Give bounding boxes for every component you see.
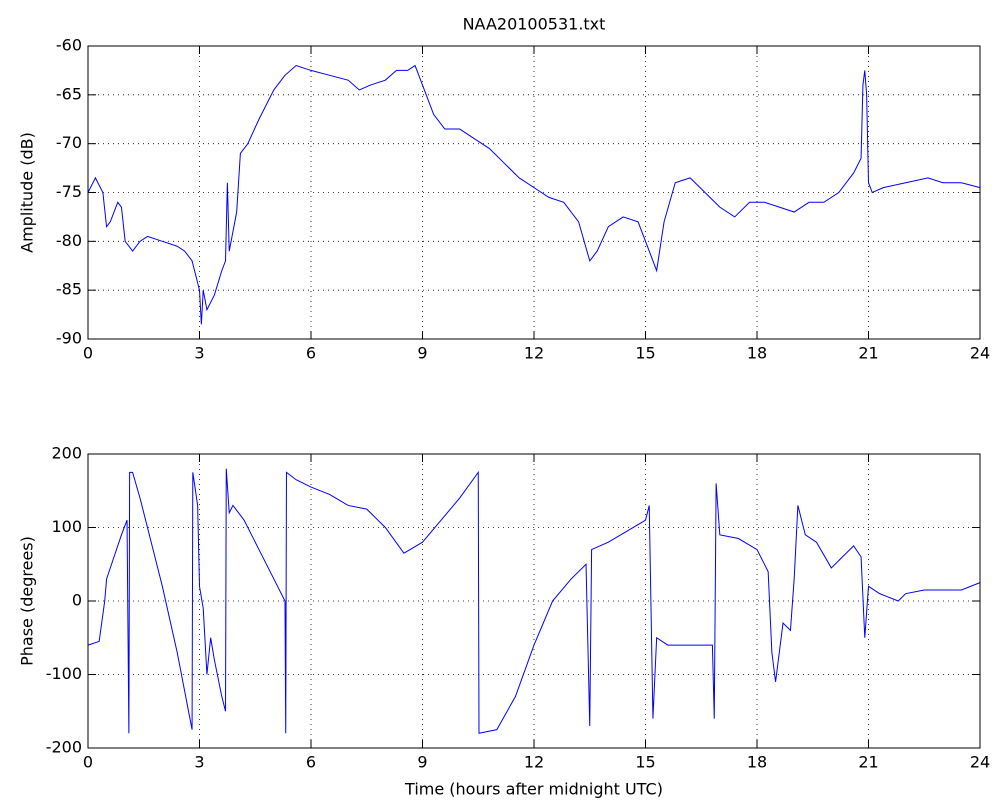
x-tick-label: 0 <box>83 753 93 772</box>
y-tick-label: -75 <box>56 182 82 201</box>
x-tick-label: 12 <box>524 753 544 772</box>
data-line <box>87 64 981 325</box>
y-tick-label: -90 <box>56 329 82 348</box>
y-tick-label: -100 <box>46 664 82 683</box>
y-tick-label: -85 <box>56 280 82 299</box>
x-tick-label: 18 <box>747 344 767 363</box>
x-tick-label: 6 <box>306 344 316 363</box>
x-tick-label: 15 <box>635 344 655 363</box>
x-tick-label: 3 <box>194 753 204 772</box>
y-axis-label: Phase (degrees) <box>18 536 37 666</box>
x-tick-label: 0 <box>83 344 93 363</box>
x-tick-label: 6 <box>306 753 316 772</box>
x-tick-label: 15 <box>635 753 655 772</box>
x-tick-label: 24 <box>970 344 990 363</box>
x-tick-label: 21 <box>858 344 878 363</box>
axes-box <box>87 453 981 749</box>
x-tick-label: 24 <box>970 753 990 772</box>
x-tick-label: 12 <box>524 344 544 363</box>
y-tick-label: -60 <box>56 36 82 55</box>
axes-box <box>87 45 981 340</box>
x-axis-label: Time (hours after midnight UTC) <box>404 780 663 799</box>
data-line <box>87 468 981 734</box>
x-tick-label: 21 <box>858 753 878 772</box>
y-tick-label: -80 <box>56 231 82 250</box>
y-tick-label: 200 <box>51 444 82 463</box>
x-tick-label: 9 <box>417 344 427 363</box>
y-tick-label: -200 <box>46 738 82 757</box>
chart-title: NAA20100531.txt <box>463 15 606 34</box>
x-tick-label: 18 <box>747 753 767 772</box>
y-tick-label: 0 <box>72 591 82 610</box>
x-tick-label: 3 <box>194 344 204 363</box>
y-tick-label: -65 <box>56 84 82 103</box>
y-axis-label: Amplitude (dB) <box>18 132 37 253</box>
x-tick-label: 9 <box>417 753 427 772</box>
y-tick-label: -70 <box>56 133 82 152</box>
y-tick-label: 100 <box>51 517 82 536</box>
